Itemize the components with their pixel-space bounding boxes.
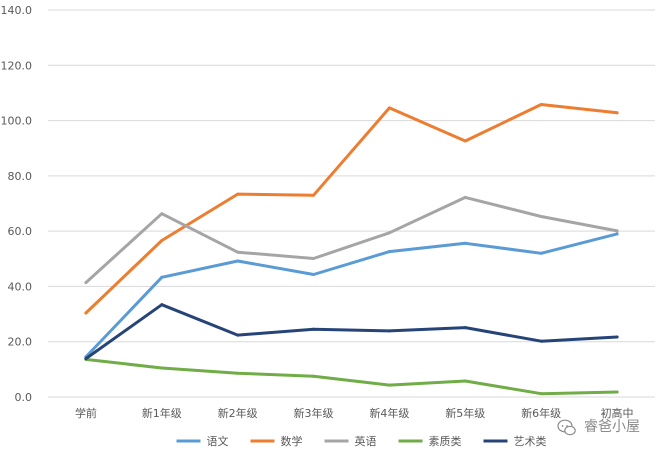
y-tick-label: 100.0 [1, 115, 33, 128]
x-tick-label: 初高中 [601, 406, 634, 420]
series-line [84, 103, 619, 315]
data-point [463, 326, 467, 330]
y-tick-label: 80.0 [8, 170, 33, 183]
data-point [539, 392, 543, 396]
x-tick-label: 新3年级 [294, 406, 334, 420]
data-point [84, 357, 88, 361]
data-point [615, 335, 619, 339]
y-tick-label: 40.0 [8, 280, 33, 293]
data-point [539, 251, 543, 255]
x-tick-label: 新1年级 [142, 406, 182, 420]
chat-bubble-icon [557, 419, 576, 436]
series-lines [84, 103, 619, 396]
data-point [463, 139, 467, 143]
data-point [160, 366, 164, 370]
data-point [387, 106, 391, 110]
x-tick-label: 新2年级 [218, 406, 258, 420]
x-axis-ticks: 学前 新1年级 新2年级 新3年级 新4年级 新5年级 新6年级 初高中 [75, 406, 634, 420]
data-point [463, 241, 467, 245]
data-point [387, 383, 391, 387]
data-point [539, 214, 543, 218]
data-point [463, 379, 467, 383]
legend-label: 英语 [355, 434, 377, 448]
data-point [312, 327, 316, 331]
watermark: 睿爸小屋 [557, 419, 640, 436]
data-point [387, 250, 391, 254]
y-tick-label: 20.0 [8, 336, 33, 349]
data-point [615, 232, 619, 236]
gridlines [48, 9, 655, 398]
x-tick-label: 新6年级 [521, 406, 561, 420]
data-point [387, 329, 391, 333]
x-tick-label: 学前 [75, 406, 97, 420]
data-point [615, 229, 619, 233]
data-point [236, 259, 240, 263]
data-point [84, 311, 88, 315]
y-tick-label: 120.0 [1, 59, 33, 72]
series-line [84, 303, 619, 361]
data-point [160, 275, 164, 279]
watermark-text: 睿爸小屋 [584, 419, 640, 435]
data-point [160, 212, 164, 216]
legend-item: 语文 [176, 434, 229, 448]
data-point [615, 390, 619, 394]
y-axis-ticks: 0.0 20.0 40.0 60.0 80.0 100.0 120.0 140.0 [1, 4, 33, 404]
legend: 语文 数学 英语 素质类 艺术类 [176, 434, 547, 448]
data-point [312, 273, 316, 277]
data-point [160, 303, 164, 307]
legend-label: 语文 [207, 434, 229, 448]
data-point [236, 192, 240, 196]
data-point [236, 333, 240, 337]
y-tick-label: 0.0 [15, 391, 33, 404]
data-point [463, 195, 467, 199]
legend-label: 素质类 [429, 434, 462, 448]
y-tick-label: 60.0 [8, 225, 33, 238]
data-point [160, 239, 164, 243]
data-point [539, 103, 543, 107]
data-point [615, 111, 619, 115]
legend-item: 艺术类 [483, 434, 547, 448]
x-tick-label: 新4年级 [369, 406, 409, 420]
data-point [236, 371, 240, 375]
legend-item: 数学 [250, 434, 303, 448]
data-point [236, 250, 240, 254]
series-line [84, 357, 619, 396]
series-line [84, 195, 619, 285]
x-tick-label: 新5年级 [445, 406, 485, 420]
data-point [312, 193, 316, 197]
legend-item: 英语 [324, 434, 377, 448]
data-point [84, 281, 88, 285]
series-line [84, 232, 619, 359]
legend-label: 艺术类 [514, 434, 547, 448]
data-point [312, 257, 316, 261]
legend-item: 素质类 [398, 434, 462, 448]
data-point [387, 231, 391, 235]
y-tick-label: 140.0 [1, 4, 33, 17]
legend-label: 数学 [281, 434, 303, 448]
data-point [539, 339, 543, 343]
data-point [312, 374, 316, 378]
